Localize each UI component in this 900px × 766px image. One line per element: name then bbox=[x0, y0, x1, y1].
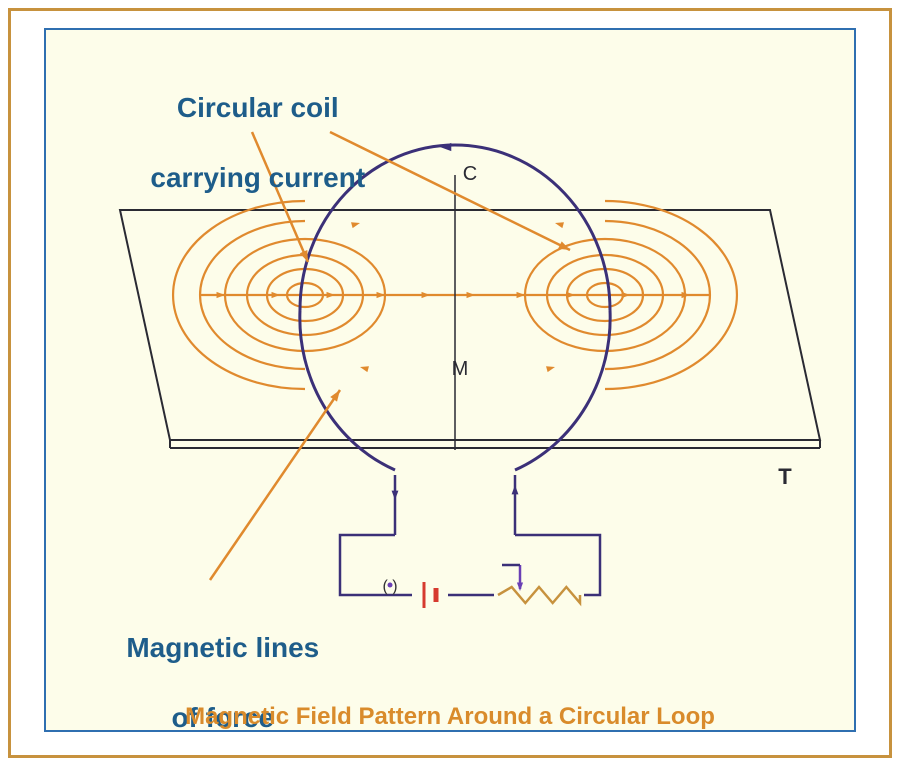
caption: Magnetic Field Pattern Around a Circular… bbox=[185, 702, 715, 732]
label-lines-line1: Magnetic lines bbox=[126, 632, 319, 663]
label-key: ( ) bbox=[382, 577, 397, 597]
label-t: T bbox=[778, 463, 791, 491]
label-m: M bbox=[452, 357, 469, 382]
label-coil: Circular coil carrying current bbox=[135, 55, 365, 195]
label-coil-line1: Circular coil bbox=[177, 92, 339, 123]
label-c: C bbox=[463, 162, 477, 187]
label-coil-line2: carrying current bbox=[150, 162, 365, 193]
circuit-wire bbox=[340, 535, 600, 595]
